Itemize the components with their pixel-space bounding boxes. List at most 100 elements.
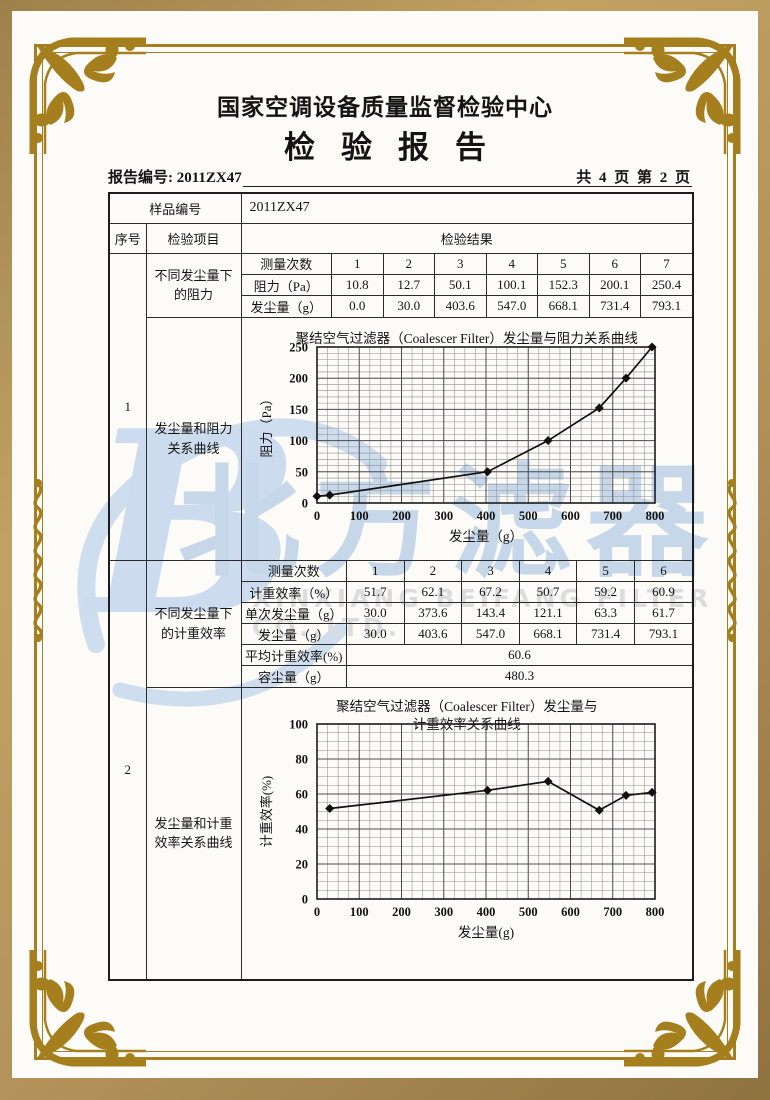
- svg-text:0: 0: [301, 892, 307, 906]
- gold-frame-inner: [42, 52, 728, 1052]
- table-cell: 61.7: [633, 602, 693, 624]
- column-header-result: 检验结果: [240, 222, 694, 254]
- subtable-row-label: 平均计重效率(%): [241, 644, 348, 666]
- resistance-curve-plot: 0 100 200 300 400 500 600 700 800 0 50 100 150 200 250…: [259, 340, 664, 544]
- inspection-table: 样品编号 2011ZX47 序号 检验项目 检验结果 1 不同发尘量下的阻力: [108, 192, 695, 981]
- row-no-1: 1: [108, 252, 147, 561]
- table-cell: 143.4: [461, 602, 520, 624]
- table-cell: 10.8: [331, 274, 384, 296]
- item-efficiency-label: 不同发尘量下的计重效率: [145, 559, 242, 688]
- frame-corner-ornament-icon: [624, 37, 741, 154]
- table-cell: 51.7: [346, 581, 405, 603]
- subtable-row-label: 发尘量（g）: [241, 623, 348, 645]
- table-row: 计重效率（%） 51.7 62.1 67.2 50.7 59.2 60.9: [241, 581, 693, 603]
- svg-text:800: 800: [645, 905, 664, 919]
- table-row: 发尘量和计重效率关系曲线 聚结空气过滤器（Coalescer Filter）发尘…: [109, 686, 694, 981]
- svg-text:100: 100: [289, 434, 308, 448]
- table-row: 1 不同发尘量下的阻力 测量次数 1 2 3 4: [108, 252, 694, 561]
- dust-capacity-value: 480.3: [346, 665, 693, 687]
- table-row: 容尘量（g） 480.3: [241, 665, 693, 687]
- svg-text:300: 300: [434, 905, 453, 919]
- table-cell: 152.3: [537, 274, 590, 296]
- svg-text:200: 200: [392, 509, 411, 523]
- svg-text:50: 50: [295, 465, 308, 479]
- table-cell: 373.6: [403, 602, 463, 624]
- chart-title: 聚结空气过滤器（Coalescer Filter）发尘量与: [336, 698, 598, 714]
- subtable-row-label: 计重效率（%）: [241, 581, 348, 603]
- svg-text:500: 500: [518, 509, 537, 523]
- organization-title: 国家空调设备质量监督检验中心: [217, 95, 553, 120]
- table-cell: 59.2: [576, 581, 635, 603]
- efficiency-subtable-cell: 测量次数 1 2 3 4 5 6 计重效率（%）: [240, 559, 694, 688]
- svg-text:60: 60: [295, 787, 308, 801]
- table-cell: 200.1: [588, 274, 642, 296]
- report-number: 报告编号: 2011ZX47: [108, 170, 242, 186]
- table-cell: 50.1: [434, 274, 487, 296]
- svg-text:20: 20: [295, 857, 308, 871]
- svg-text:100: 100: [289, 717, 308, 731]
- table-row: 发尘量（g） 0.0 30.0 403.6 547.0 668.1 731.4 …: [241, 295, 693, 317]
- table-cell: 2: [403, 560, 463, 582]
- table-cell: 403.6: [403, 623, 463, 645]
- efficiency-subtable: 测量次数 1 2 3 4 5 6 计重效率（%）: [241, 560, 693, 687]
- table-cell: 60.9: [633, 581, 693, 603]
- table-cell: 121.1: [518, 602, 578, 624]
- svg-text:700: 700: [603, 509, 622, 523]
- sample-number-label: 样品编号: [108, 192, 242, 224]
- efficiency-chart: 聚结空气过滤器（Coalescer Filter）发尘量与 计重效率关系曲线 0…: [242, 688, 693, 980]
- subtable-row-label: 容尘量（g）: [241, 665, 348, 687]
- svg-text:700: 700: [603, 905, 622, 919]
- table-cell: 1: [331, 253, 384, 275]
- table-cell: 731.4: [576, 623, 635, 645]
- item-resistance-label: 不同发尘量下的阻力: [145, 252, 242, 318]
- frame-corner-ornament-icon: [624, 950, 741, 1067]
- table-cell: 793.1: [633, 623, 693, 645]
- svg-text:计重效率(%): 计重效率(%): [259, 775, 274, 847]
- table-cell: 250.4: [640, 274, 693, 296]
- subtable-row-label: 测量次数: [241, 560, 348, 582]
- efficiency-chart-cell: 聚结空气过滤器（Coalescer Filter）发尘量与 计重效率关系曲线 0…: [240, 686, 694, 981]
- resistance-subtable: 测量次数 1 2 3 4 5 6 7 阻力（: [241, 253, 693, 317]
- svg-text:200: 200: [392, 905, 411, 919]
- sample-number-value: 2011ZX47: [240, 192, 694, 224]
- table-cell: 547.0: [485, 295, 539, 317]
- average-efficiency-value: 60.6: [346, 644, 693, 666]
- row-no-2: 2: [108, 559, 147, 981]
- table-cell: 4: [518, 560, 578, 582]
- frame-scroll-ornament-icon: [33, 479, 44, 642]
- table-cell: 12.7: [382, 274, 436, 296]
- svg-text:发尘量（g）: 发尘量（g）: [448, 529, 522, 544]
- table-cell: 67.2: [461, 581, 520, 603]
- frame-corner-ornament-icon: [29, 37, 146, 154]
- svg-text:400: 400: [476, 509, 495, 523]
- table-cell: 50.7: [518, 581, 578, 603]
- frame-scroll-ornament-icon: [726, 479, 737, 642]
- subtable-row-label: 发尘量（g）: [241, 295, 333, 317]
- table-row: 2 不同发尘量下的计重效率 测量次数 1 2 3 4: [108, 559, 694, 981]
- svg-text:400: 400: [476, 905, 495, 919]
- table-cell: 63.3: [576, 602, 635, 624]
- table-cell: 62.1: [403, 581, 463, 603]
- svg-text:500: 500: [518, 905, 537, 919]
- table-cell: 7: [640, 253, 693, 275]
- table-cell: 668.1: [518, 623, 578, 645]
- table-cell: 30.0: [382, 295, 436, 317]
- svg-text:200: 200: [289, 371, 308, 385]
- table-cell: 403.6: [434, 295, 487, 317]
- svg-text:150: 150: [289, 402, 308, 416]
- table-row: 平均计重效率(%) 60.6: [241, 644, 693, 666]
- column-header-no: 序号: [108, 222, 147, 254]
- svg-text:100: 100: [349, 905, 368, 919]
- frame-corner-ornament-icon: [29, 950, 146, 1067]
- item-efficiency-curve-label: 发尘量和计重效率关系曲线: [145, 686, 242, 981]
- document-title: 检验报告: [284, 130, 512, 165]
- table-cell: 30.0: [346, 623, 405, 645]
- subtable-row-label: 单次发尘量（g）: [241, 602, 348, 624]
- table-cell: 5: [576, 560, 635, 582]
- table-row: 阻力（Pa） 10.8 12.7 50.1 100.1 152.3 200.1 …: [241, 274, 693, 296]
- table-cell: 2: [382, 253, 436, 275]
- table-cell: 5: [537, 253, 590, 275]
- svg-text:600: 600: [561, 905, 580, 919]
- svg-text:发尘量(g): 发尘量(g): [457, 925, 513, 940]
